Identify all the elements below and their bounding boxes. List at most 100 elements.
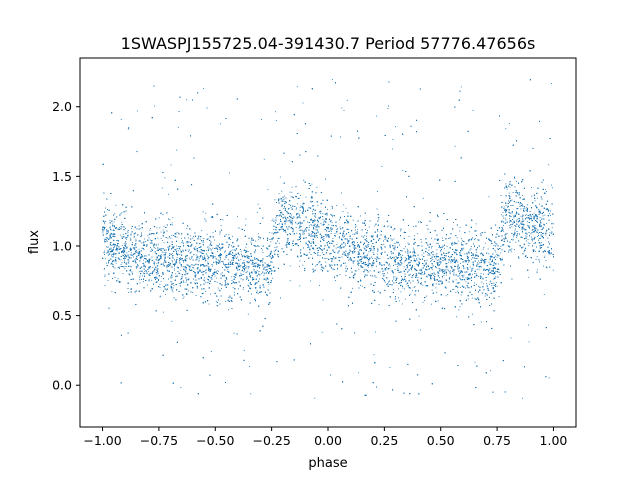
- data-point: [461, 240, 463, 242]
- data-point: [308, 252, 310, 254]
- data-point: [501, 227, 503, 228]
- data-point: [116, 246, 118, 248]
- data-point: [155, 259, 157, 261]
- data-point: [490, 271, 492, 273]
- data-point: [477, 285, 479, 287]
- data-point: [431, 269, 433, 271]
- data-point: [368, 226, 370, 228]
- data-point: [259, 264, 261, 266]
- data-point: [113, 247, 115, 249]
- data-point: [398, 252, 400, 253]
- data-point: [130, 288, 132, 290]
- data-point: [547, 208, 549, 209]
- data-point: [462, 265, 464, 266]
- data-point: [487, 248, 489, 250]
- data-point: [446, 263, 448, 264]
- data-point: [148, 278, 150, 280]
- data-point: [139, 282, 141, 284]
- data-point: [171, 222, 173, 224]
- data-point: [124, 254, 126, 255]
- data-point: [414, 286, 416, 288]
- data-point: [173, 267, 175, 269]
- data-point: [225, 250, 227, 252]
- data-point: [205, 282, 207, 284]
- data-point: [194, 247, 195, 249]
- data-point: [168, 249, 169, 251]
- data-point: [174, 259, 175, 261]
- data-point: [453, 258, 455, 260]
- data-point: [245, 246, 247, 248]
- data-point: [185, 272, 187, 274]
- data-point: [188, 265, 190, 267]
- data-point: [126, 262, 128, 264]
- data-point: [120, 259, 122, 261]
- data-point: [334, 235, 335, 236]
- data-point: [118, 280, 120, 282]
- data-point: [442, 245, 444, 247]
- data-point: [214, 268, 216, 270]
- data-point: [450, 262, 452, 264]
- data-point: [104, 267, 105, 269]
- data-point: [157, 272, 159, 274]
- data-point: [483, 247, 485, 249]
- data-point: [109, 251, 111, 253]
- data-point: [251, 263, 253, 265]
- data-point: [383, 243, 385, 245]
- data-point: [357, 251, 359, 253]
- data-point: [484, 242, 486, 244]
- data-point: [420, 241, 422, 243]
- data-point: [142, 256, 144, 258]
- data-point: [312, 210, 313, 212]
- data-point: [315, 216, 317, 218]
- data-point: [121, 244, 123, 246]
- data-point: [144, 238, 146, 240]
- data-point: [135, 250, 137, 252]
- data-point: [331, 230, 333, 232]
- data-point: [176, 236, 178, 238]
- data-point: [409, 264, 410, 266]
- data-point: [315, 265, 317, 267]
- data-point: [529, 215, 531, 217]
- data-point: [186, 245, 188, 247]
- data-point: [377, 258, 379, 260]
- data-point: [413, 258, 415, 260]
- data-point: [436, 267, 437, 269]
- data-point: [206, 249, 208, 251]
- data-point: [541, 205, 543, 207]
- data-point: [488, 196, 490, 198]
- data-point: [476, 284, 477, 286]
- data-point: [179, 257, 181, 259]
- data-point: [392, 288, 394, 290]
- data-point: [485, 261, 487, 263]
- data-point: [454, 262, 456, 264]
- data-point: [111, 223, 113, 225]
- data-point: [403, 266, 405, 268]
- data-point: [262, 261, 263, 263]
- data-point: [470, 270, 472, 272]
- data-point: [134, 259, 136, 261]
- data-point: [225, 300, 226, 302]
- data-point: [438, 245, 440, 246]
- data-point: [109, 243, 111, 245]
- data-point: [551, 227, 553, 229]
- data-point: [275, 217, 277, 219]
- data-point: [105, 233, 107, 235]
- data-point: [365, 229, 366, 231]
- data-point: [323, 238, 325, 239]
- data-point: [307, 221, 308, 223]
- data-point: [163, 225, 165, 227]
- data-point: [146, 271, 147, 273]
- data-point: [497, 248, 499, 250]
- data-point: [500, 214, 502, 216]
- data-point: [139, 228, 141, 230]
- data-point: [261, 273, 263, 275]
- data-point: [465, 287, 466, 289]
- data-point: [295, 222, 297, 224]
- data-point: [524, 207, 526, 209]
- data-point: [285, 219, 287, 221]
- data-point: [314, 397, 316, 399]
- data-point: [213, 261, 215, 263]
- data-point: [336, 232, 338, 234]
- data-point: [404, 288, 406, 290]
- data-point: [296, 86, 298, 88]
